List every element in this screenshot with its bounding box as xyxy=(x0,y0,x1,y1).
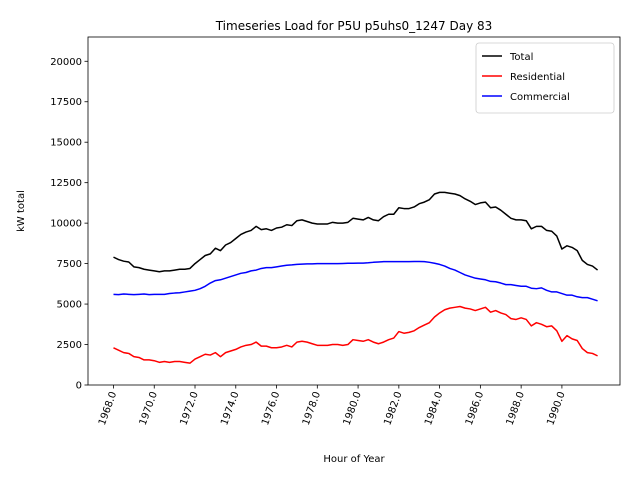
legend-box xyxy=(475,42,615,114)
y-axis-label: kW total xyxy=(16,190,27,232)
plot-frame xyxy=(87,36,621,386)
chart-title: Timeseries Load for P5U p5uhs0_1247 Day … xyxy=(215,19,493,33)
y-tick-label: 7500 xyxy=(57,259,82,270)
legend-label-total: Total xyxy=(509,52,533,63)
legend-label-commercial: Commercial xyxy=(510,92,570,103)
y-tick-label: 2500 xyxy=(57,340,82,351)
y-tick-label: 5000 xyxy=(57,300,82,311)
legend-label-residential: Residential xyxy=(510,72,565,83)
y-tick-label: 15000 xyxy=(50,138,82,149)
y-tick-label: 20000 xyxy=(50,57,82,68)
series-line-commercial xyxy=(113,260,598,302)
y-tick-label: 10000 xyxy=(50,219,82,230)
y-tick-label: 17500 xyxy=(50,97,82,108)
y-tick-label: 0 xyxy=(76,381,82,392)
y-tick-label: 12500 xyxy=(50,178,82,189)
series-line-residential xyxy=(113,305,598,364)
series-line-total xyxy=(113,191,599,273)
x-axis-label: Hour of Year xyxy=(323,454,385,465)
legend: Total Residential Commercial xyxy=(475,42,615,114)
series-layer xyxy=(113,191,599,364)
y-axis-ticks: 0 2500 5000 7500 10000 12500 15000 17500 20000 xyxy=(50,57,88,392)
